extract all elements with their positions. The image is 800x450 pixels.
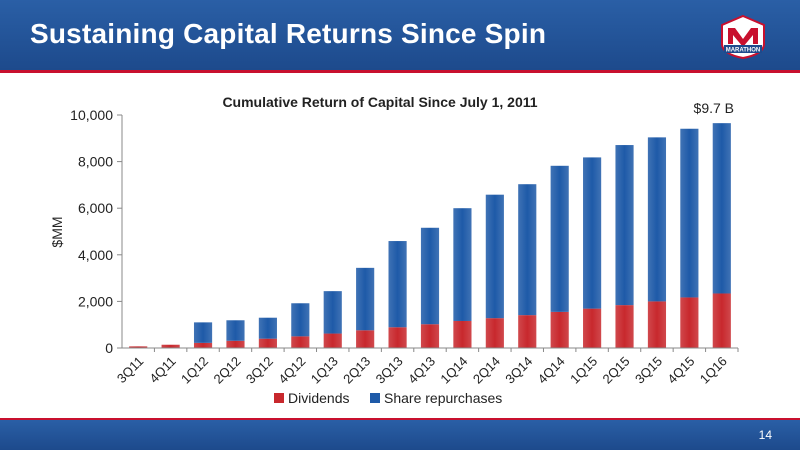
slide-header: Sustaining Capital Returns Since Spin <box>0 0 800 70</box>
bar-dividends <box>712 293 731 348</box>
bar-dividends <box>356 330 375 348</box>
bar-share-repurchases <box>193 322 213 343</box>
bar-share-repurchases <box>323 291 342 334</box>
bar-share-repurchases <box>453 208 472 321</box>
x-tick-label: 4Q12 <box>275 354 308 387</box>
x-tick-label: 4Q11 <box>146 354 178 386</box>
y-tick-label: 0 <box>105 340 113 356</box>
x-tick-label: 1Q15 <box>567 354 600 387</box>
bar-dividends <box>193 342 213 348</box>
bar-dividends <box>453 320 472 348</box>
bar-series <box>129 123 731 348</box>
x-tick-label: 3Q14 <box>502 354 535 387</box>
bar-share-repurchases <box>615 145 634 306</box>
slide-title: Sustaining Capital Returns Since Spin <box>30 18 547 49</box>
footer-divider <box>0 418 800 420</box>
x-tick-label: 4Q14 <box>535 354 568 387</box>
header-divider <box>0 70 800 73</box>
legend-swatch-share-repurchases <box>370 393 380 403</box>
slide-footer <box>0 420 800 450</box>
bar-share-repurchases <box>518 184 537 316</box>
bar-share-repurchases <box>680 128 699 298</box>
bar-share-repurchases <box>583 157 602 309</box>
bar-dividends <box>583 308 602 348</box>
bar-share-repurchases <box>356 267 375 331</box>
y-tick-label: 4,000 <box>78 247 113 263</box>
x-tick-label: 1Q12 <box>178 354 211 387</box>
page-number: 14 <box>758 428 772 442</box>
x-tick-label: 3Q11 <box>114 354 146 386</box>
bar-dividends <box>291 336 310 348</box>
bar-dividends <box>388 327 407 348</box>
x-tick-label: 4Q15 <box>664 354 697 387</box>
bar-share-repurchases <box>291 303 310 337</box>
bar-share-repurchases <box>712 123 731 294</box>
x-tick-label: 3Q15 <box>632 354 665 387</box>
bar-share-repurchases <box>550 165 569 312</box>
bar-share-repurchases <box>647 137 667 302</box>
x-tick-label: 2Q15 <box>600 354 633 387</box>
bar-dividends <box>258 338 277 348</box>
x-axis: 3Q11 4Q11 1Q12 2Q12 3Q12 4Q12 1Q13 2Q13 3Q13 4Q13… <box>114 347 739 387</box>
x-tick-label: 3Q12 <box>243 354 276 387</box>
bar-dividends <box>550 311 569 348</box>
bar-dividends <box>226 340 245 348</box>
y-axis-label: $MM <box>49 216 65 247</box>
legend-label-share-repurchases: Share repurchases <box>384 390 502 406</box>
logo-text: MARATHON <box>726 48 761 54</box>
total-annotation: $9.7 B <box>694 100 734 116</box>
bar-share-repurchases <box>485 194 504 319</box>
y-tick-label: 8,000 <box>78 154 113 170</box>
y-tick-label: 6,000 <box>78 200 113 216</box>
x-tick-label: 2Q12 <box>210 354 243 387</box>
bar-dividends <box>680 297 699 348</box>
bar-share-repurchases <box>258 317 277 339</box>
bar-dividends <box>518 315 537 348</box>
bar-dividends <box>485 318 504 348</box>
x-tick-label: 1Q14 <box>437 354 470 387</box>
bar-share-repurchases <box>226 320 245 341</box>
y-axis: 0 2,000 4,000 6,000 8,000 10,000 <box>70 107 123 356</box>
x-tick-label: 1Q13 <box>308 354 341 387</box>
bar-dividends <box>420 324 440 348</box>
legend-label-dividends: Dividends <box>288 390 349 406</box>
return-of-capital-chart: Cumulative Return of Capital Since July … <box>49 94 739 406</box>
bar-share-repurchases <box>420 227 440 325</box>
bar-dividends <box>161 344 180 348</box>
chart-legend: Dividends Share repurchases <box>274 390 502 406</box>
bar-share-repurchases <box>388 241 407 328</box>
chart-annotations: $9.7 B <box>694 100 734 116</box>
bar-dividends <box>129 346 148 348</box>
x-tick-label: 1Q16 <box>697 354 730 387</box>
legend-swatch-dividends <box>274 393 284 403</box>
x-tick-label: 3Q13 <box>373 354 406 387</box>
x-tick-label: 2Q13 <box>340 354 373 387</box>
bar-dividends <box>647 301 667 348</box>
y-tick-label: 2,000 <box>78 293 113 309</box>
bar-dividends <box>615 305 634 348</box>
chart-title: Cumulative Return of Capital Since July … <box>222 94 537 110</box>
x-tick-label: 2Q14 <box>470 354 503 387</box>
y-tick-label: 10,000 <box>70 107 113 123</box>
x-tick-label: 4Q13 <box>405 354 438 387</box>
bar-dividends <box>323 333 342 348</box>
marathon-logo: MARATHON <box>721 14 765 60</box>
